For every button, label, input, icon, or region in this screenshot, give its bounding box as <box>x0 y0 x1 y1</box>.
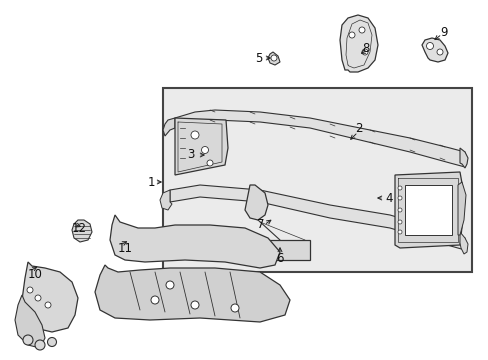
Text: 2: 2 <box>354 122 362 135</box>
Circle shape <box>358 27 364 33</box>
Polygon shape <box>404 185 451 235</box>
Text: 6: 6 <box>276 252 283 265</box>
Circle shape <box>35 340 45 350</box>
Circle shape <box>436 49 442 55</box>
Polygon shape <box>339 15 377 72</box>
Polygon shape <box>175 118 227 175</box>
Polygon shape <box>459 148 467 168</box>
Text: 5: 5 <box>254 51 262 64</box>
Polygon shape <box>22 262 78 332</box>
Circle shape <box>361 49 367 55</box>
Polygon shape <box>459 232 467 254</box>
Polygon shape <box>163 118 175 136</box>
Circle shape <box>426 42 433 49</box>
Circle shape <box>397 196 401 200</box>
Polygon shape <box>160 190 172 210</box>
Circle shape <box>270 55 276 61</box>
Circle shape <box>191 301 199 309</box>
Circle shape <box>397 220 401 224</box>
Text: 3: 3 <box>187 148 195 162</box>
Text: 4: 4 <box>384 192 392 204</box>
Polygon shape <box>170 185 464 250</box>
Polygon shape <box>95 265 289 322</box>
Polygon shape <box>244 185 267 220</box>
Polygon shape <box>457 182 465 235</box>
Polygon shape <box>110 215 280 268</box>
Circle shape <box>23 335 33 345</box>
Text: 11: 11 <box>118 242 133 255</box>
Text: 8: 8 <box>362 41 369 54</box>
Text: 7: 7 <box>257 219 264 231</box>
Polygon shape <box>249 240 309 260</box>
Polygon shape <box>267 52 280 65</box>
Circle shape <box>35 295 41 301</box>
Polygon shape <box>72 220 92 242</box>
Polygon shape <box>394 172 464 248</box>
Circle shape <box>191 131 199 139</box>
Text: 12: 12 <box>72 221 87 234</box>
Polygon shape <box>421 38 447 62</box>
Text: 9: 9 <box>439 26 447 39</box>
Circle shape <box>151 296 159 304</box>
Text: 10: 10 <box>28 269 43 282</box>
Circle shape <box>45 302 51 308</box>
Circle shape <box>348 32 354 38</box>
Circle shape <box>27 287 33 293</box>
Circle shape <box>47 338 57 346</box>
Circle shape <box>165 281 174 289</box>
Circle shape <box>397 186 401 190</box>
Circle shape <box>397 208 401 212</box>
Polygon shape <box>15 295 45 348</box>
Circle shape <box>230 304 239 312</box>
Circle shape <box>206 160 213 166</box>
Text: 1: 1 <box>147 175 155 189</box>
Bar <box>163 88 471 272</box>
Circle shape <box>201 147 208 153</box>
Polygon shape <box>175 110 464 167</box>
Circle shape <box>397 230 401 234</box>
